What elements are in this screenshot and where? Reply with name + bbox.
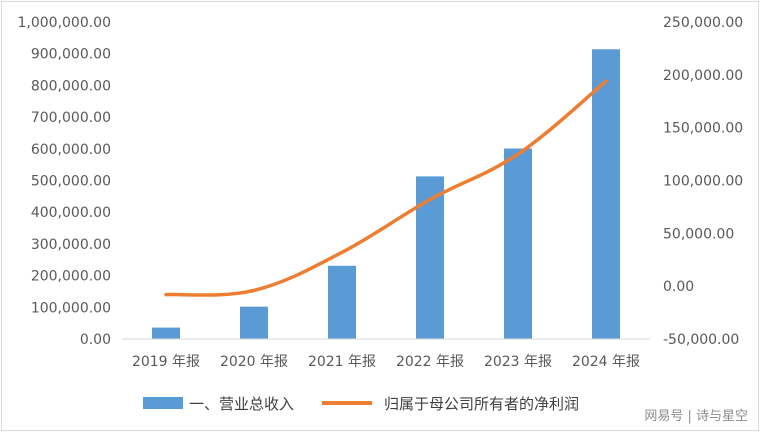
bar-series [152, 49, 620, 340]
line-point [604, 79, 608, 83]
right-tick-label: 150,000.00 [663, 121, 743, 137]
line-series [164, 79, 608, 297]
left-tick-label: 500,000.00 [31, 174, 111, 190]
x-axis-labels: 2019 年报 2020 年报 2021 年报 2022 年报 2023 年报 2024 … [132, 354, 640, 370]
bar [592, 49, 620, 340]
right-tick-label: 0.00 [663, 279, 694, 295]
bar [240, 306, 268, 339]
line-point [516, 152, 520, 156]
left-tick-label: 600,000.00 [31, 142, 111, 158]
legend-label-line: 归属于母公司所有者的净利润 [384, 395, 579, 413]
line-point [428, 198, 432, 202]
bar [152, 327, 180, 339]
left-tick-label: 400,000.00 [31, 205, 111, 221]
right-axis-ticks: -50,000.00 0.00 50,000.00 100,000.00 150,000… [663, 15, 743, 348]
x-tick-label: 2023 年报 [484, 354, 552, 370]
line-point [252, 288, 256, 292]
x-tick-label: 2019 年报 [132, 354, 200, 370]
bar [504, 148, 532, 339]
left-tick-label: 800,000.00 [31, 78, 111, 94]
left-tick-label: 200,000.00 [31, 269, 111, 285]
left-axis-ticks: 0.00 100,000.00 200,000.00 300,000.00 400,00… [17, 15, 111, 348]
x-tick-label: 2020 年报 [220, 354, 288, 370]
right-tick-label: 100,000.00 [663, 174, 743, 190]
right-tick-label: 200,000.00 [663, 68, 743, 84]
legend: 一、营业总收入 归属于母公司所有者的净利润 [143, 395, 579, 413]
right-tick-label: 250,000.00 [663, 15, 743, 31]
right-tick-label: -50,000.00 [663, 332, 739, 348]
left-tick-label: 0.00 [80, 332, 111, 348]
right-tick-label: 50,000.00 [663, 226, 734, 242]
x-tick-label: 2021 年报 [308, 354, 376, 370]
bar [328, 265, 356, 339]
left-tick-label: 1,000,000.00 [17, 15, 111, 31]
left-tick-label: 700,000.00 [31, 110, 111, 126]
legend-swatch-bar [143, 397, 183, 409]
left-tick-label: 100,000.00 [31, 300, 111, 316]
watermark: 网易号 | 诗与星空 [644, 409, 748, 424]
series-line [164, 79, 608, 297]
x-tick-label: 2024 年报 [572, 354, 640, 370]
line-point [340, 250, 344, 254]
left-tick-label: 900,000.00 [31, 47, 111, 63]
left-tick-label: 300,000.00 [31, 237, 111, 253]
line-point [164, 293, 168, 297]
legend-label-bar: 一、营业总收入 [189, 395, 294, 413]
x-tick-label: 2022 年报 [396, 354, 464, 370]
